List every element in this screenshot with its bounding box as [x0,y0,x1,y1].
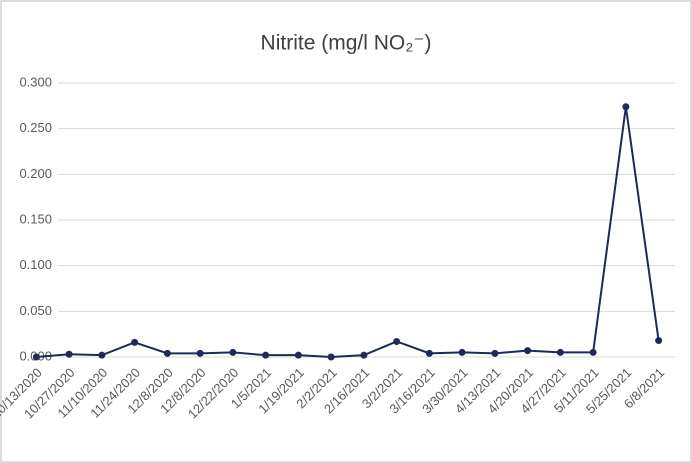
data-point [196,349,204,357]
y-tick-label: 0.250 [19,120,52,135]
data-point [556,348,564,356]
data-point [524,347,532,355]
data-point [458,348,466,356]
data-point [425,349,433,357]
y-tick-label: 0.100 [19,257,52,272]
chart-title: Nitrite (mg/l NO₂⁻) [261,32,432,55]
data-point [229,348,237,356]
data-point [32,353,40,361]
data-point [589,348,597,356]
data-point [98,351,106,359]
data-point [262,351,270,359]
data-point [294,351,302,359]
y-tick-label: 0.300 [19,74,52,89]
data-point [163,349,171,357]
y-tick-label: 0.050 [19,303,52,318]
data-point [360,351,368,359]
y-tick-label: 0.150 [19,211,52,226]
series-line [36,106,660,359]
data-point [655,337,663,345]
data-point [491,349,499,357]
data-point [327,353,335,361]
data-point [393,337,401,345]
y-tick-label: 0.200 [19,166,52,181]
data-point [622,103,630,111]
data-point [65,350,73,358]
data-point [131,338,139,346]
